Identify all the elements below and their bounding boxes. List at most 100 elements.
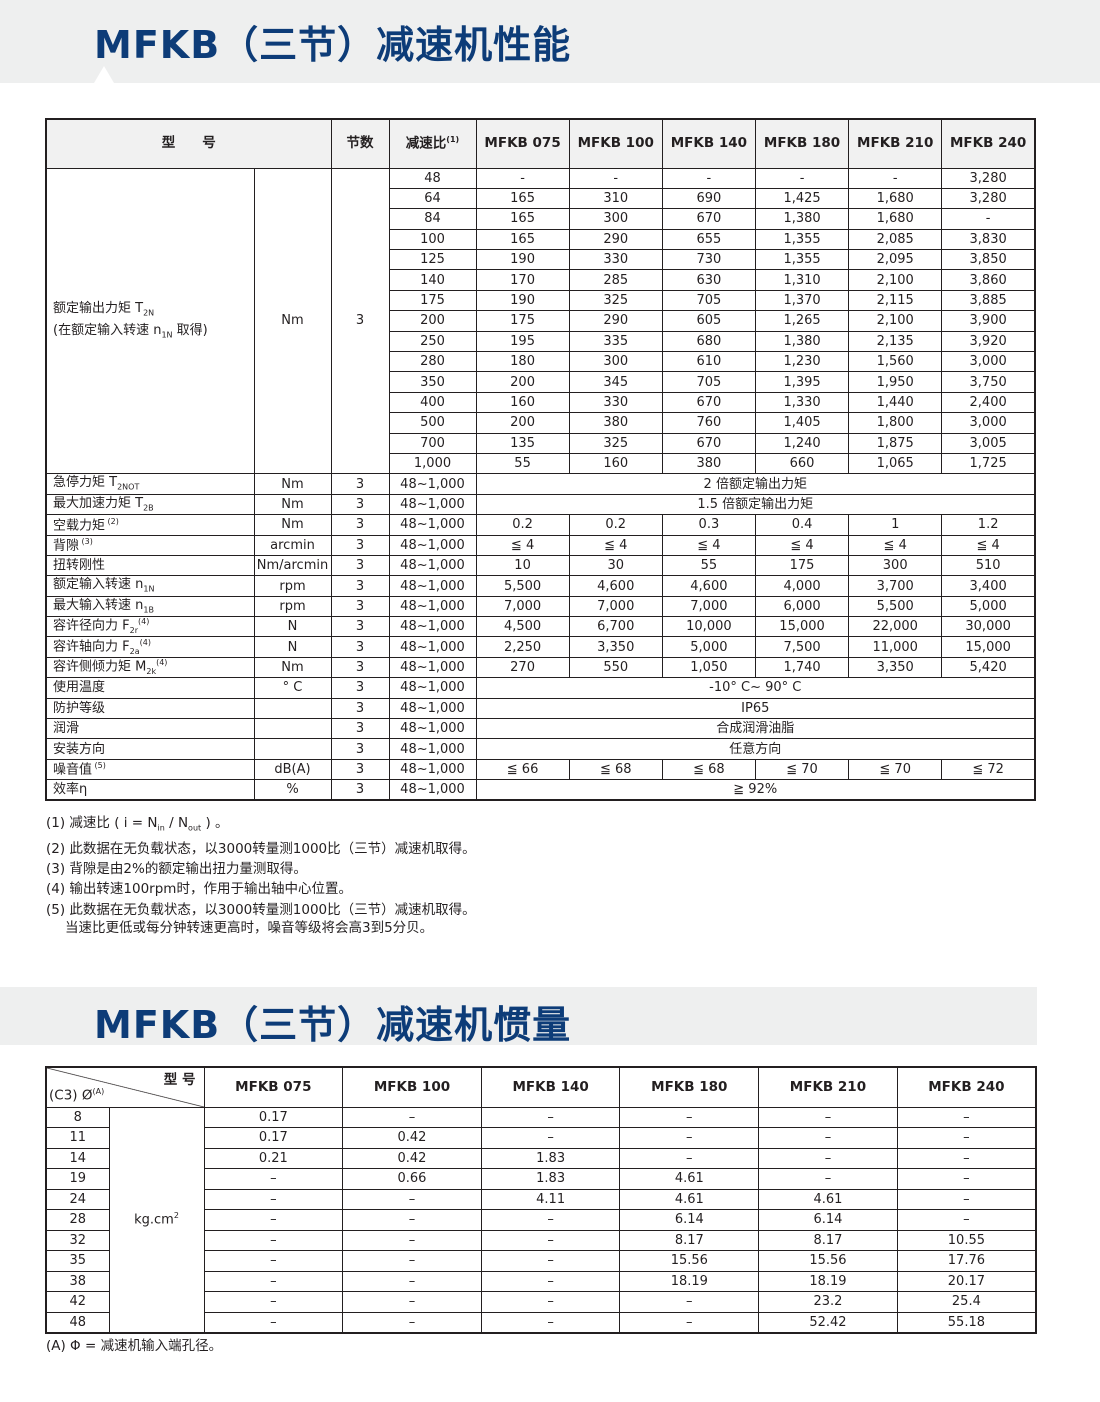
unit-sup: 2 xyxy=(173,1211,179,1221)
value-cell: – xyxy=(619,1147,760,1169)
value-cell: 1,355 xyxy=(754,249,850,271)
ratio-cell: 350 xyxy=(388,371,477,393)
spec-label-text: 背隙 xyxy=(53,538,80,554)
value-cell: 18.19 xyxy=(758,1270,898,1292)
header-ratio-label: 减速比 xyxy=(405,135,447,152)
spec-range: 48~1,000 xyxy=(388,636,477,658)
value-cell: 285 xyxy=(568,269,663,291)
value-cell: 300 xyxy=(568,351,663,373)
spec-stage: 3 xyxy=(330,656,390,679)
value-cell: 4.11 xyxy=(480,1188,621,1210)
value-cell: – xyxy=(480,1229,621,1251)
spec-stage: 3 xyxy=(330,779,390,801)
value-cell: – xyxy=(342,1209,482,1231)
value-cell: 1,230 xyxy=(754,351,850,373)
spec-label-sup: (2) xyxy=(105,516,119,526)
spec-stage: 3 xyxy=(330,738,390,760)
spec-row: 噪音值 (5) dB(A) 3 48~1,000 ≦ 66 ≦ 68 ≦ 68 ≦ 70 ≦ 7… xyxy=(45,758,1036,781)
spec-unit: arcmin xyxy=(253,534,332,556)
value-cell: ≦ 4 xyxy=(661,534,756,556)
spec-range: 48~1,000 xyxy=(388,718,477,740)
footnote-2: (2) 此数据在无负载状态，以3000转量测1000比（三节）减速机取得。 xyxy=(46,840,476,857)
value-cell: 8.17 xyxy=(619,1229,760,1251)
spec-label: 噪音值 (5) xyxy=(45,758,255,781)
value-cell: – xyxy=(342,1229,482,1251)
value-cell: 15.56 xyxy=(758,1250,898,1272)
value-cell: 655 xyxy=(661,228,756,251)
spec-label-text: 空载力矩 xyxy=(53,518,106,533)
value-cell: 0.21 xyxy=(203,1147,344,1169)
value-cell: 1,680 xyxy=(848,187,943,210)
value-cell: 25.4 xyxy=(896,1291,1037,1313)
spec-unit: Nm xyxy=(253,656,332,679)
value-cell: – xyxy=(896,1168,1037,1190)
value-cell: 1.2 xyxy=(941,514,1036,536)
value-cell: 8.17 xyxy=(758,1229,898,1251)
value-cell: 0.2 xyxy=(568,514,663,536)
value-cell: 170 xyxy=(475,269,570,291)
header-model-column: MFKB 140 xyxy=(661,118,756,169)
value-cell: ≦ 68 xyxy=(568,758,663,781)
value-cell: – xyxy=(896,1106,1037,1128)
value-cell: 55.18 xyxy=(896,1311,1037,1333)
table-row: 64 165 310 690 1,425 1,680 3,280 xyxy=(46,187,1036,210)
bore-diameter: 42 xyxy=(45,1291,110,1313)
spec-range: 48~1,000 xyxy=(388,697,477,720)
value-cell: 3,350 xyxy=(848,656,943,679)
performance-table: 型 号节数 减速比(1) MFKB 075 MFKB 100 MFKB 140 MFKB … xyxy=(45,118,1036,802)
value-cell: 2,135 xyxy=(848,330,943,353)
value-cell: – xyxy=(619,1127,760,1149)
header-model-column: MFKB 075 xyxy=(203,1066,344,1108)
spec-label: 额定输入转速 n1N xyxy=(45,575,255,597)
table-row: 14 0.21 0.42 1.83– – – xyxy=(45,1147,1037,1169)
rated-torque-unit: Nm xyxy=(253,167,332,475)
value-cell: 0.42 xyxy=(342,1147,482,1169)
spec-range: 48~1,000 xyxy=(388,554,477,577)
value-cell: 175 xyxy=(754,554,850,577)
spec-label-text: 安装方向 xyxy=(53,741,106,757)
banner-notch xyxy=(94,66,114,83)
value-cell: 190 xyxy=(475,289,570,312)
value-cell: 290 xyxy=(568,228,663,251)
value-cell: 3,350 xyxy=(568,636,663,658)
value-cell: - xyxy=(568,167,663,189)
value-cell: 10 xyxy=(475,554,570,577)
value-cell: 160 xyxy=(475,391,570,414)
value-cell: 0.2 xyxy=(475,514,570,536)
ratio-cell: 200 xyxy=(388,310,477,332)
spec-label: 最大输入转速 n1B xyxy=(45,595,255,618)
value-cell: 11,000 xyxy=(848,636,943,658)
value-cell: – xyxy=(203,1168,344,1190)
value-cell: 5,500 xyxy=(475,575,570,597)
spec-range: 48~1,000 xyxy=(388,493,477,516)
bore-diameter: 24 xyxy=(45,1188,110,1210)
spec-label-text: 额定输入转速 n xyxy=(53,577,144,593)
spec-unit xyxy=(253,738,332,760)
value-cell: 15.56 xyxy=(619,1250,760,1272)
spec-row: 安装方向 3 48~1,000 任意方向 xyxy=(45,738,1036,760)
value-cell: 4.61 xyxy=(758,1188,898,1210)
table-row: 42– – – –23.2 25.4 xyxy=(45,1291,1037,1313)
value-cell: 6,700 xyxy=(568,616,663,638)
value-cell: ≦ 4 xyxy=(941,534,1036,556)
value-cell: 310 xyxy=(568,187,663,210)
bore-diameter: 14 xyxy=(45,1147,110,1169)
spec-merged-value: 2 倍额定输出力矩 xyxy=(475,473,1036,495)
page-title: MFKB（三节）减速机性能 xyxy=(94,23,572,67)
value-cell: ≦ 66 xyxy=(475,758,570,781)
spec-label-sup: (5) xyxy=(92,761,106,771)
value-cell: – xyxy=(480,1291,621,1313)
value-cell: – xyxy=(203,1188,344,1210)
spec-range: 48~1,000 xyxy=(388,616,477,638)
label-text: 取得) xyxy=(172,322,208,338)
value-cell: 3,280 xyxy=(941,187,1036,210)
bore-diameter: 32 xyxy=(45,1229,110,1251)
ratio-cell: 140 xyxy=(388,269,477,291)
spec-unit: Nm/arcmin xyxy=(253,554,332,577)
title-banner xyxy=(0,0,1100,83)
value-cell: 2,400 xyxy=(941,391,1036,414)
value-cell: – xyxy=(896,1188,1037,1210)
header-model-column: MFKB 180 xyxy=(754,118,850,169)
value-cell: – xyxy=(896,1147,1037,1169)
value-cell: 1,265 xyxy=(754,310,850,332)
